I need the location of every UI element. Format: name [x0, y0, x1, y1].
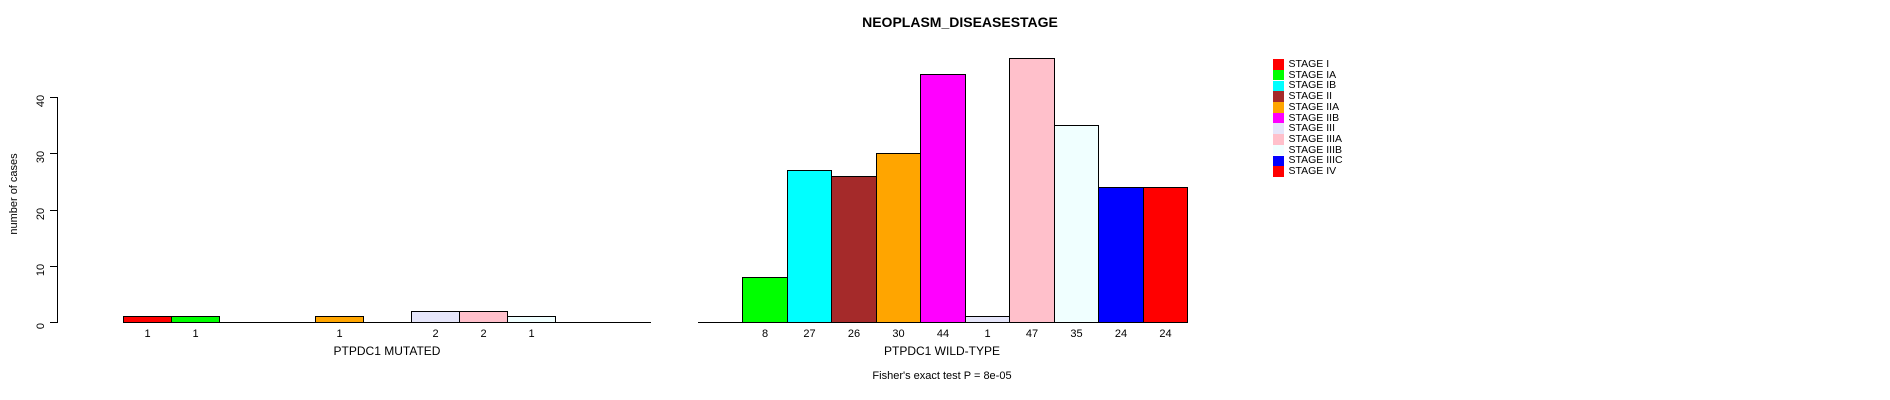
legend-swatch	[1273, 134, 1284, 145]
bar-value-label: 1	[528, 328, 535, 340]
legend-label: STAGE IIA	[1288, 100, 1340, 113]
bar-value-label: 2	[480, 328, 487, 340]
y-axis-tick	[50, 322, 57, 323]
x-axis-baseline	[123, 322, 651, 323]
bar-stage-ii	[831, 176, 877, 323]
y-axis-line	[57, 97, 58, 323]
bar-stage-iib	[920, 74, 966, 323]
bar-value-label: 47	[1025, 328, 1039, 340]
legend-item: STAGE IB	[1273, 79, 1337, 92]
bar-stage-iiib	[507, 316, 556, 323]
y-axis-tick	[50, 266, 57, 267]
bar-stage-iiia	[459, 311, 508, 323]
bar-value-label: 1	[984, 328, 991, 340]
bar-value-label: 26	[847, 328, 861, 340]
bar-value-label: 1	[144, 328, 151, 340]
bar-stage-iia	[876, 153, 921, 323]
legend-label: STAGE IV	[1288, 165, 1337, 177]
bar-value-label: 1	[192, 328, 199, 340]
y-axis-tick	[50, 210, 57, 211]
bar-stage-iiia	[1009, 58, 1055, 323]
bar-value-label: 44	[936, 328, 950, 340]
legend-label: STAGE IIB	[1288, 111, 1340, 124]
legend-item: STAGE III	[1273, 123, 1335, 134]
x-axis-label-mutated: PTPDC1 MUTATED	[333, 344, 441, 358]
legend-label: STAGE IIIC	[1288, 154, 1343, 167]
legend-label: STAGE IIIA	[1288, 132, 1342, 145]
legend-swatch	[1273, 69, 1284, 81]
legend-label: STAGE IA	[1288, 68, 1337, 81]
bar-value-label: 24	[1159, 328, 1172, 340]
legend-label: STAGE II	[1288, 90, 1333, 103]
bar-stage-i	[123, 316, 172, 323]
bar-stage-iiic	[1098, 187, 1144, 323]
bar-value-label: 30	[892, 328, 905, 340]
x-axis-label-wildtype: PTPDC1 WILD-TYPE	[883, 344, 1001, 358]
legend-swatch	[1273, 123, 1284, 134]
bar-value-label: 8	[761, 328, 769, 340]
bar-value-label: 27	[803, 328, 816, 340]
y-axis-tick	[50, 153, 57, 154]
legend-item: STAGE IIIC	[1273, 154, 1343, 167]
legend-swatch	[1273, 91, 1284, 102]
bar-value-label: 1	[336, 328, 343, 340]
bar-stage-iia	[315, 316, 364, 323]
bar-stage-iiib	[1054, 125, 1099, 323]
legend-item: STAGE IIB	[1273, 111, 1340, 124]
bar-stage-ia	[742, 277, 788, 323]
bar-value-label: 24	[1114, 328, 1128, 340]
legend-swatch	[1273, 80, 1284, 92]
legend-swatch	[1273, 144, 1284, 156]
legend-item: STAGE IIIB	[1273, 143, 1342, 156]
legend-item: STAGE IIA	[1273, 100, 1340, 113]
legend-swatch	[1273, 155, 1284, 167]
y-axis-tick	[50, 97, 57, 98]
fisher-test-footnote: Fisher's exact test P = 8e-05	[872, 370, 1012, 382]
legend-label: STAGE III	[1288, 122, 1335, 135]
legend-item: STAGE IIIA	[1273, 132, 1342, 145]
bar-value-label: 35	[1070, 328, 1083, 340]
legend-item: STAGE IA	[1273, 68, 1337, 81]
legend-swatch	[1273, 102, 1284, 113]
legend-item: STAGE IV	[1273, 166, 1336, 177]
legend-label: STAGE IB	[1288, 79, 1337, 92]
legend-swatch	[1273, 112, 1284, 124]
legend-item: STAGE I	[1273, 59, 1329, 70]
bar-stage-ia	[171, 316, 220, 323]
bar-stage-iv	[1143, 187, 1188, 323]
chart-title: NEOPLASM_DISEASESTAGE	[862, 14, 1058, 30]
bar-stage-ib	[787, 170, 832, 323]
legend-item: STAGE II	[1273, 91, 1332, 102]
legend-swatch	[1273, 166, 1284, 177]
bar-stage-iii	[411, 311, 460, 323]
bar-stage-iii	[965, 316, 1010, 323]
legend-label: STAGE IIIB	[1288, 143, 1342, 156]
legend-swatch	[1273, 59, 1284, 70]
legend-label: STAGE I	[1288, 58, 1330, 70]
bar-value-label: 2	[432, 328, 439, 340]
